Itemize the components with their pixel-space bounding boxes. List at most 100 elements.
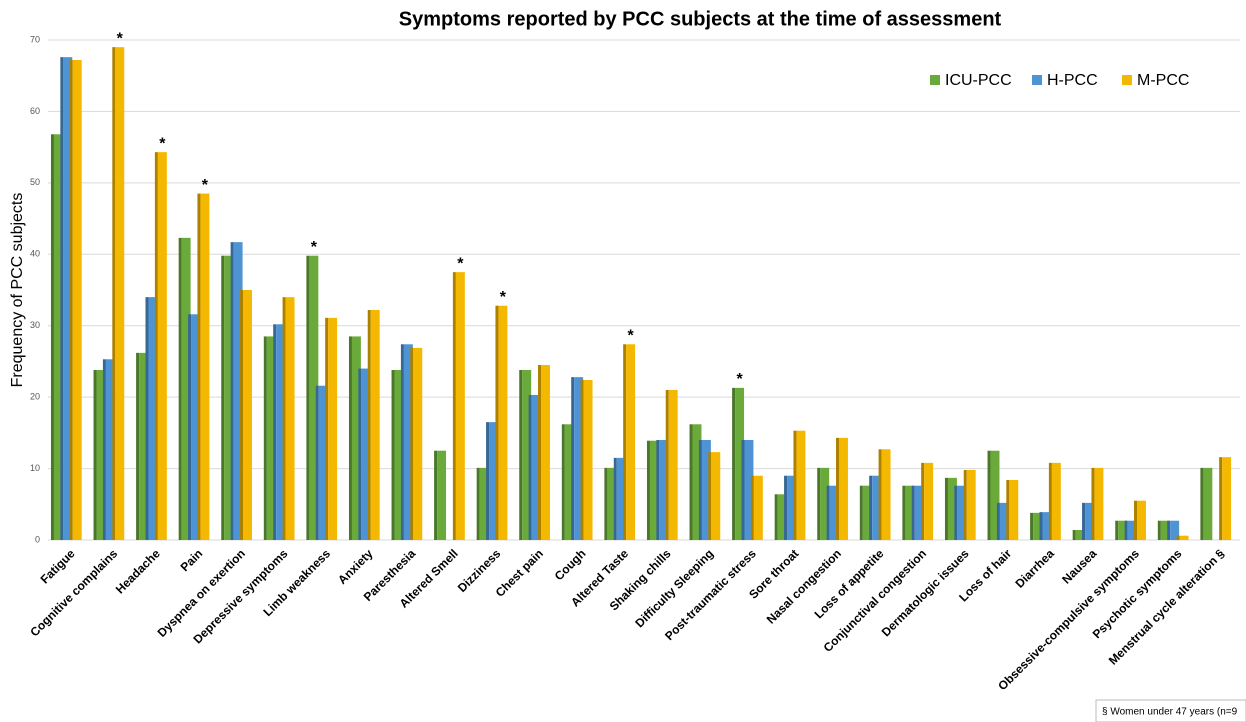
- bar-side: [580, 380, 584, 540]
- chart-title: Symptoms reported by PCC subjects at the…: [399, 8, 1002, 30]
- bar: [1042, 512, 1052, 540]
- bar: [966, 470, 976, 540]
- legend-swatch: [1122, 75, 1132, 85]
- bar: [181, 237, 191, 540]
- bar: [157, 152, 167, 540]
- bar-side: [240, 290, 244, 540]
- bar: [990, 450, 1000, 540]
- significance-mark: *: [628, 328, 635, 345]
- bar-side: [604, 467, 608, 540]
- bar-side: [1030, 512, 1034, 540]
- bar-side: [859, 485, 863, 540]
- bar-side: [145, 297, 149, 540]
- bar-side: [750, 475, 754, 540]
- legend-label: ICU-PCC: [945, 72, 1012, 89]
- bar: [753, 475, 763, 540]
- significance-mark: *: [500, 289, 507, 306]
- bar-side: [732, 387, 736, 540]
- bar: [1170, 520, 1180, 540]
- bar: [96, 370, 106, 540]
- bar: [285, 297, 295, 540]
- bar: [701, 440, 711, 540]
- bar: [668, 390, 678, 540]
- bar-side: [1167, 520, 1171, 540]
- bar: [914, 485, 924, 540]
- significance-mark: *: [117, 30, 124, 47]
- bar-side: [774, 494, 778, 540]
- y-tick-label: 20: [30, 392, 40, 402]
- x-tick-label: Headache: [113, 546, 163, 596]
- bar: [1222, 457, 1232, 540]
- bar-side: [836, 437, 840, 540]
- bar: [862, 485, 872, 540]
- bar: [403, 344, 413, 540]
- bar: [413, 347, 423, 540]
- bar: [1094, 467, 1104, 540]
- bar: [522, 370, 532, 540]
- bar: [318, 385, 328, 540]
- y-tick-label: 70: [30, 34, 40, 44]
- bar: [191, 314, 201, 540]
- bar: [872, 475, 882, 540]
- bar: [711, 452, 721, 540]
- bar-side: [282, 297, 286, 540]
- bar: [531, 395, 541, 540]
- bar-side: [613, 457, 617, 540]
- bar-side: [1082, 502, 1086, 540]
- bar-side: [1157, 520, 1161, 540]
- bar-side: [60, 57, 64, 541]
- bar-side: [1048, 462, 1052, 540]
- significance-mark: *: [159, 135, 166, 152]
- bar: [839, 437, 848, 540]
- bar-side: [50, 134, 54, 541]
- legend-swatch: [930, 75, 940, 85]
- bar-side: [954, 485, 958, 540]
- bar-side: [784, 475, 788, 540]
- bar: [607, 467, 617, 540]
- footnote-box: [1095, 699, 1246, 722]
- x-tick-label: Cough: [552, 546, 589, 583]
- bar-side: [188, 314, 192, 540]
- bar-side: [571, 377, 575, 540]
- legend-swatch: [1032, 75, 1042, 85]
- bar: [692, 424, 702, 540]
- legend-label: H-PCC: [1047, 72, 1098, 89]
- bar-side: [1115, 520, 1119, 540]
- bar-side: [987, 450, 991, 540]
- bar-side: [1219, 457, 1223, 540]
- bar-side: [708, 452, 712, 540]
- bar-side: [538, 365, 542, 540]
- bar-side: [1091, 467, 1095, 540]
- significance-mark: *: [457, 255, 464, 272]
- bar-side: [452, 272, 456, 540]
- bar-side: [1072, 530, 1076, 540]
- bar: [53, 134, 63, 541]
- bar: [1033, 512, 1043, 540]
- bar-side: [878, 449, 882, 540]
- bar-side: [154, 152, 158, 540]
- bar: [1075, 530, 1085, 540]
- bar-side: [698, 440, 702, 540]
- bar-side: [1039, 512, 1043, 540]
- x-tick-label: Pain: [178, 546, 206, 574]
- bar: [1085, 502, 1095, 540]
- x-tick-label: Cognitive complains: [27, 546, 120, 639]
- bar: [328, 317, 338, 540]
- bar-side: [869, 475, 873, 540]
- bar-side: [476, 467, 480, 540]
- bar-side: [741, 440, 745, 540]
- y-tick-label: 10: [30, 463, 40, 473]
- bar: [829, 485, 839, 540]
- bar-side: [528, 395, 532, 540]
- bar: [1127, 520, 1137, 540]
- bar: [1203, 467, 1213, 540]
- bar: [574, 377, 584, 540]
- bar: [233, 242, 243, 540]
- bar-side: [230, 242, 234, 540]
- bar-side: [902, 485, 906, 540]
- bar: [1160, 520, 1170, 540]
- y-tick-label: 40: [30, 249, 40, 259]
- bar-side: [1200, 467, 1204, 540]
- footnote: § Women under 47 years (n=9: [1102, 707, 1238, 718]
- bar-side: [665, 390, 669, 540]
